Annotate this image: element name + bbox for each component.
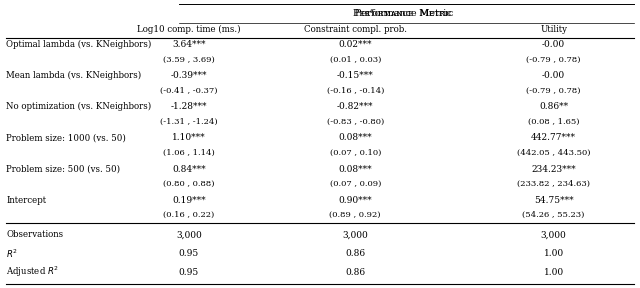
Text: Performance Metric: Performance Metric bbox=[355, 9, 451, 18]
Text: -0.00: -0.00 bbox=[542, 40, 565, 49]
Text: 3.64***: 3.64*** bbox=[172, 40, 205, 49]
Text: (233.82 , 234.63): (233.82 , 234.63) bbox=[517, 180, 590, 188]
Text: Adjusted $R^2$: Adjusted $R^2$ bbox=[6, 265, 60, 279]
Text: 0.86: 0.86 bbox=[345, 249, 365, 258]
Text: No optimization (vs. KNeighbors): No optimization (vs. KNeighbors) bbox=[6, 102, 152, 111]
Text: (0.07 , 0.10): (0.07 , 0.10) bbox=[330, 149, 381, 157]
Text: Optimal lambda (vs. KNeighbors): Optimal lambda (vs. KNeighbors) bbox=[6, 40, 152, 49]
Text: (0.16 , 0.22): (0.16 , 0.22) bbox=[163, 211, 214, 219]
Text: (0.07 , 0.09): (0.07 , 0.09) bbox=[330, 180, 381, 188]
Text: 0.08***: 0.08*** bbox=[339, 133, 372, 143]
Text: -0.39***: -0.39*** bbox=[170, 71, 207, 80]
Text: Intercept: Intercept bbox=[6, 196, 47, 205]
Text: Pᴇʀᶠᴏʀᴍᴀɴᴄᴇ  Mᴇᴛʀɪᴄ: Pᴇʀᶠᴏʀᴍᴀɴᴄᴇ Mᴇᴛʀɪᴄ bbox=[353, 9, 453, 18]
Text: Observations: Observations bbox=[6, 230, 63, 239]
Text: Problem size: 500 (vs. 50): Problem size: 500 (vs. 50) bbox=[6, 164, 120, 174]
Text: 1.00: 1.00 bbox=[543, 268, 564, 277]
Text: -1.28***: -1.28*** bbox=[170, 102, 207, 111]
Text: (0.89 , 0.92): (0.89 , 0.92) bbox=[330, 211, 381, 219]
Text: $R^2$: $R^2$ bbox=[6, 247, 19, 260]
Text: 234.23***: 234.23*** bbox=[531, 164, 576, 174]
Text: 0.08***: 0.08*** bbox=[339, 164, 372, 174]
Text: 3,000: 3,000 bbox=[176, 230, 202, 239]
Text: 0.90***: 0.90*** bbox=[339, 196, 372, 205]
Text: (0.08 , 1.65): (0.08 , 1.65) bbox=[528, 118, 579, 126]
Text: 1.00: 1.00 bbox=[543, 249, 564, 258]
Text: 0.02***: 0.02*** bbox=[339, 40, 372, 49]
Text: 0.84***: 0.84*** bbox=[172, 164, 205, 174]
Text: (-0.79 , 0.78): (-0.79 , 0.78) bbox=[526, 87, 581, 95]
Text: (-0.41 , -0.37): (-0.41 , -0.37) bbox=[160, 87, 218, 95]
Text: (442.05 , 443.50): (442.05 , 443.50) bbox=[517, 149, 590, 157]
Text: (-0.16 , -0.14): (-0.16 , -0.14) bbox=[326, 87, 384, 95]
Text: -0.00: -0.00 bbox=[542, 71, 565, 80]
Text: (-1.31 , -1.24): (-1.31 , -1.24) bbox=[160, 118, 218, 126]
Text: 54.75***: 54.75*** bbox=[534, 196, 573, 205]
Text: 0.86**: 0.86** bbox=[539, 102, 568, 111]
Text: 3,000: 3,000 bbox=[342, 230, 368, 239]
Text: (-0.83 , -0.80): (-0.83 , -0.80) bbox=[326, 118, 384, 126]
Text: (0.80 , 0.88): (0.80 , 0.88) bbox=[163, 180, 214, 188]
Text: 0.95: 0.95 bbox=[179, 249, 199, 258]
Text: (3.59 , 3.69): (3.59 , 3.69) bbox=[163, 56, 214, 64]
Text: (-0.79 , 0.78): (-0.79 , 0.78) bbox=[526, 56, 581, 64]
Text: 1.10***: 1.10*** bbox=[172, 133, 205, 143]
Text: -0.82***: -0.82*** bbox=[337, 102, 374, 111]
Text: 442.77***: 442.77*** bbox=[531, 133, 576, 143]
Text: Problem size: 1000 (vs. 50): Problem size: 1000 (vs. 50) bbox=[6, 133, 126, 143]
Text: 0.19***: 0.19*** bbox=[172, 196, 205, 205]
Text: 0.86: 0.86 bbox=[345, 268, 365, 277]
Text: Constraint compl. prob.: Constraint compl. prob. bbox=[304, 25, 406, 34]
Text: (0.01 , 0.03): (0.01 , 0.03) bbox=[330, 56, 381, 64]
Text: -0.15***: -0.15*** bbox=[337, 71, 374, 80]
Text: Log10 comp. time (ms.): Log10 comp. time (ms.) bbox=[137, 25, 241, 34]
Text: 0.95: 0.95 bbox=[179, 268, 199, 277]
Text: (54.26 , 55.23): (54.26 , 55.23) bbox=[522, 211, 585, 219]
Text: (1.06 , 1.14): (1.06 , 1.14) bbox=[163, 149, 214, 157]
Text: Utility: Utility bbox=[540, 25, 567, 34]
Text: Mean lambda (vs. KNeighbors): Mean lambda (vs. KNeighbors) bbox=[6, 71, 141, 80]
Text: 3,000: 3,000 bbox=[541, 230, 566, 239]
